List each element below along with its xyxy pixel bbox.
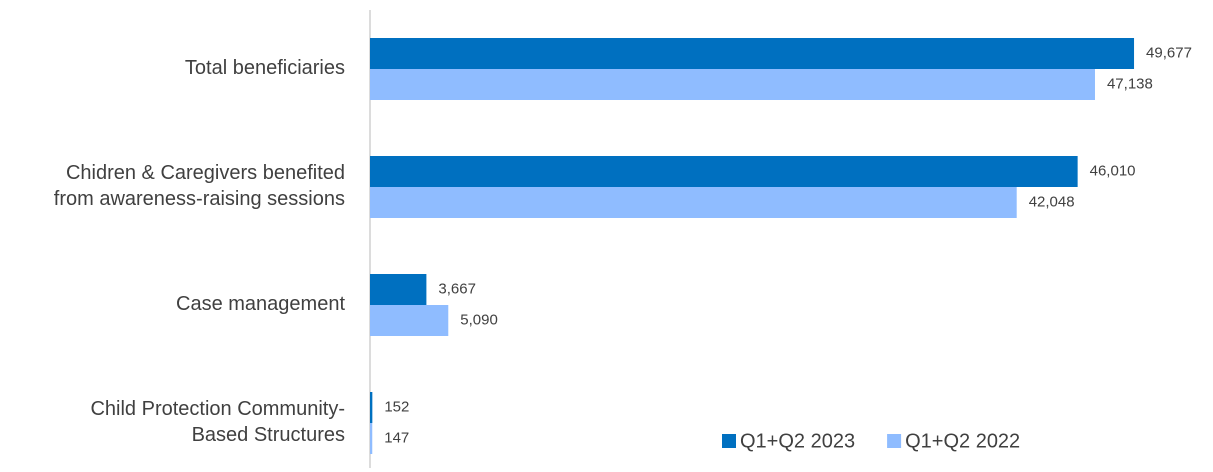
value-label: 3,667 xyxy=(438,280,476,297)
bar xyxy=(370,274,427,305)
value-label: 49,677 xyxy=(1146,44,1192,61)
category-label: Chidren & Caregivers benefited from aware… xyxy=(54,162,345,210)
legend-swatch xyxy=(722,434,736,448)
category-label: Total beneficiaries xyxy=(185,57,345,79)
bar xyxy=(370,38,1135,69)
legend-label: Q1+Q2 2022 xyxy=(905,430,1020,452)
value-label: 47,138 xyxy=(1107,75,1153,92)
bar xyxy=(370,305,449,336)
category-label: Child Protection Community-Based Structu… xyxy=(90,398,345,446)
category-label: Case management xyxy=(176,293,345,315)
bar xyxy=(370,69,1095,100)
bar xyxy=(370,423,373,454)
value-label: 46,010 xyxy=(1090,162,1136,179)
bar xyxy=(370,392,373,423)
value-label: 42,048 xyxy=(1029,193,1075,210)
legend-label: Q1+Q2 2023 xyxy=(740,430,855,452)
bar xyxy=(370,156,1078,187)
value-label: 5,090 xyxy=(460,311,498,328)
value-label: 152 xyxy=(384,398,409,415)
bar xyxy=(370,187,1017,218)
legend-swatch xyxy=(887,434,902,448)
value-label: 147 xyxy=(384,429,409,446)
